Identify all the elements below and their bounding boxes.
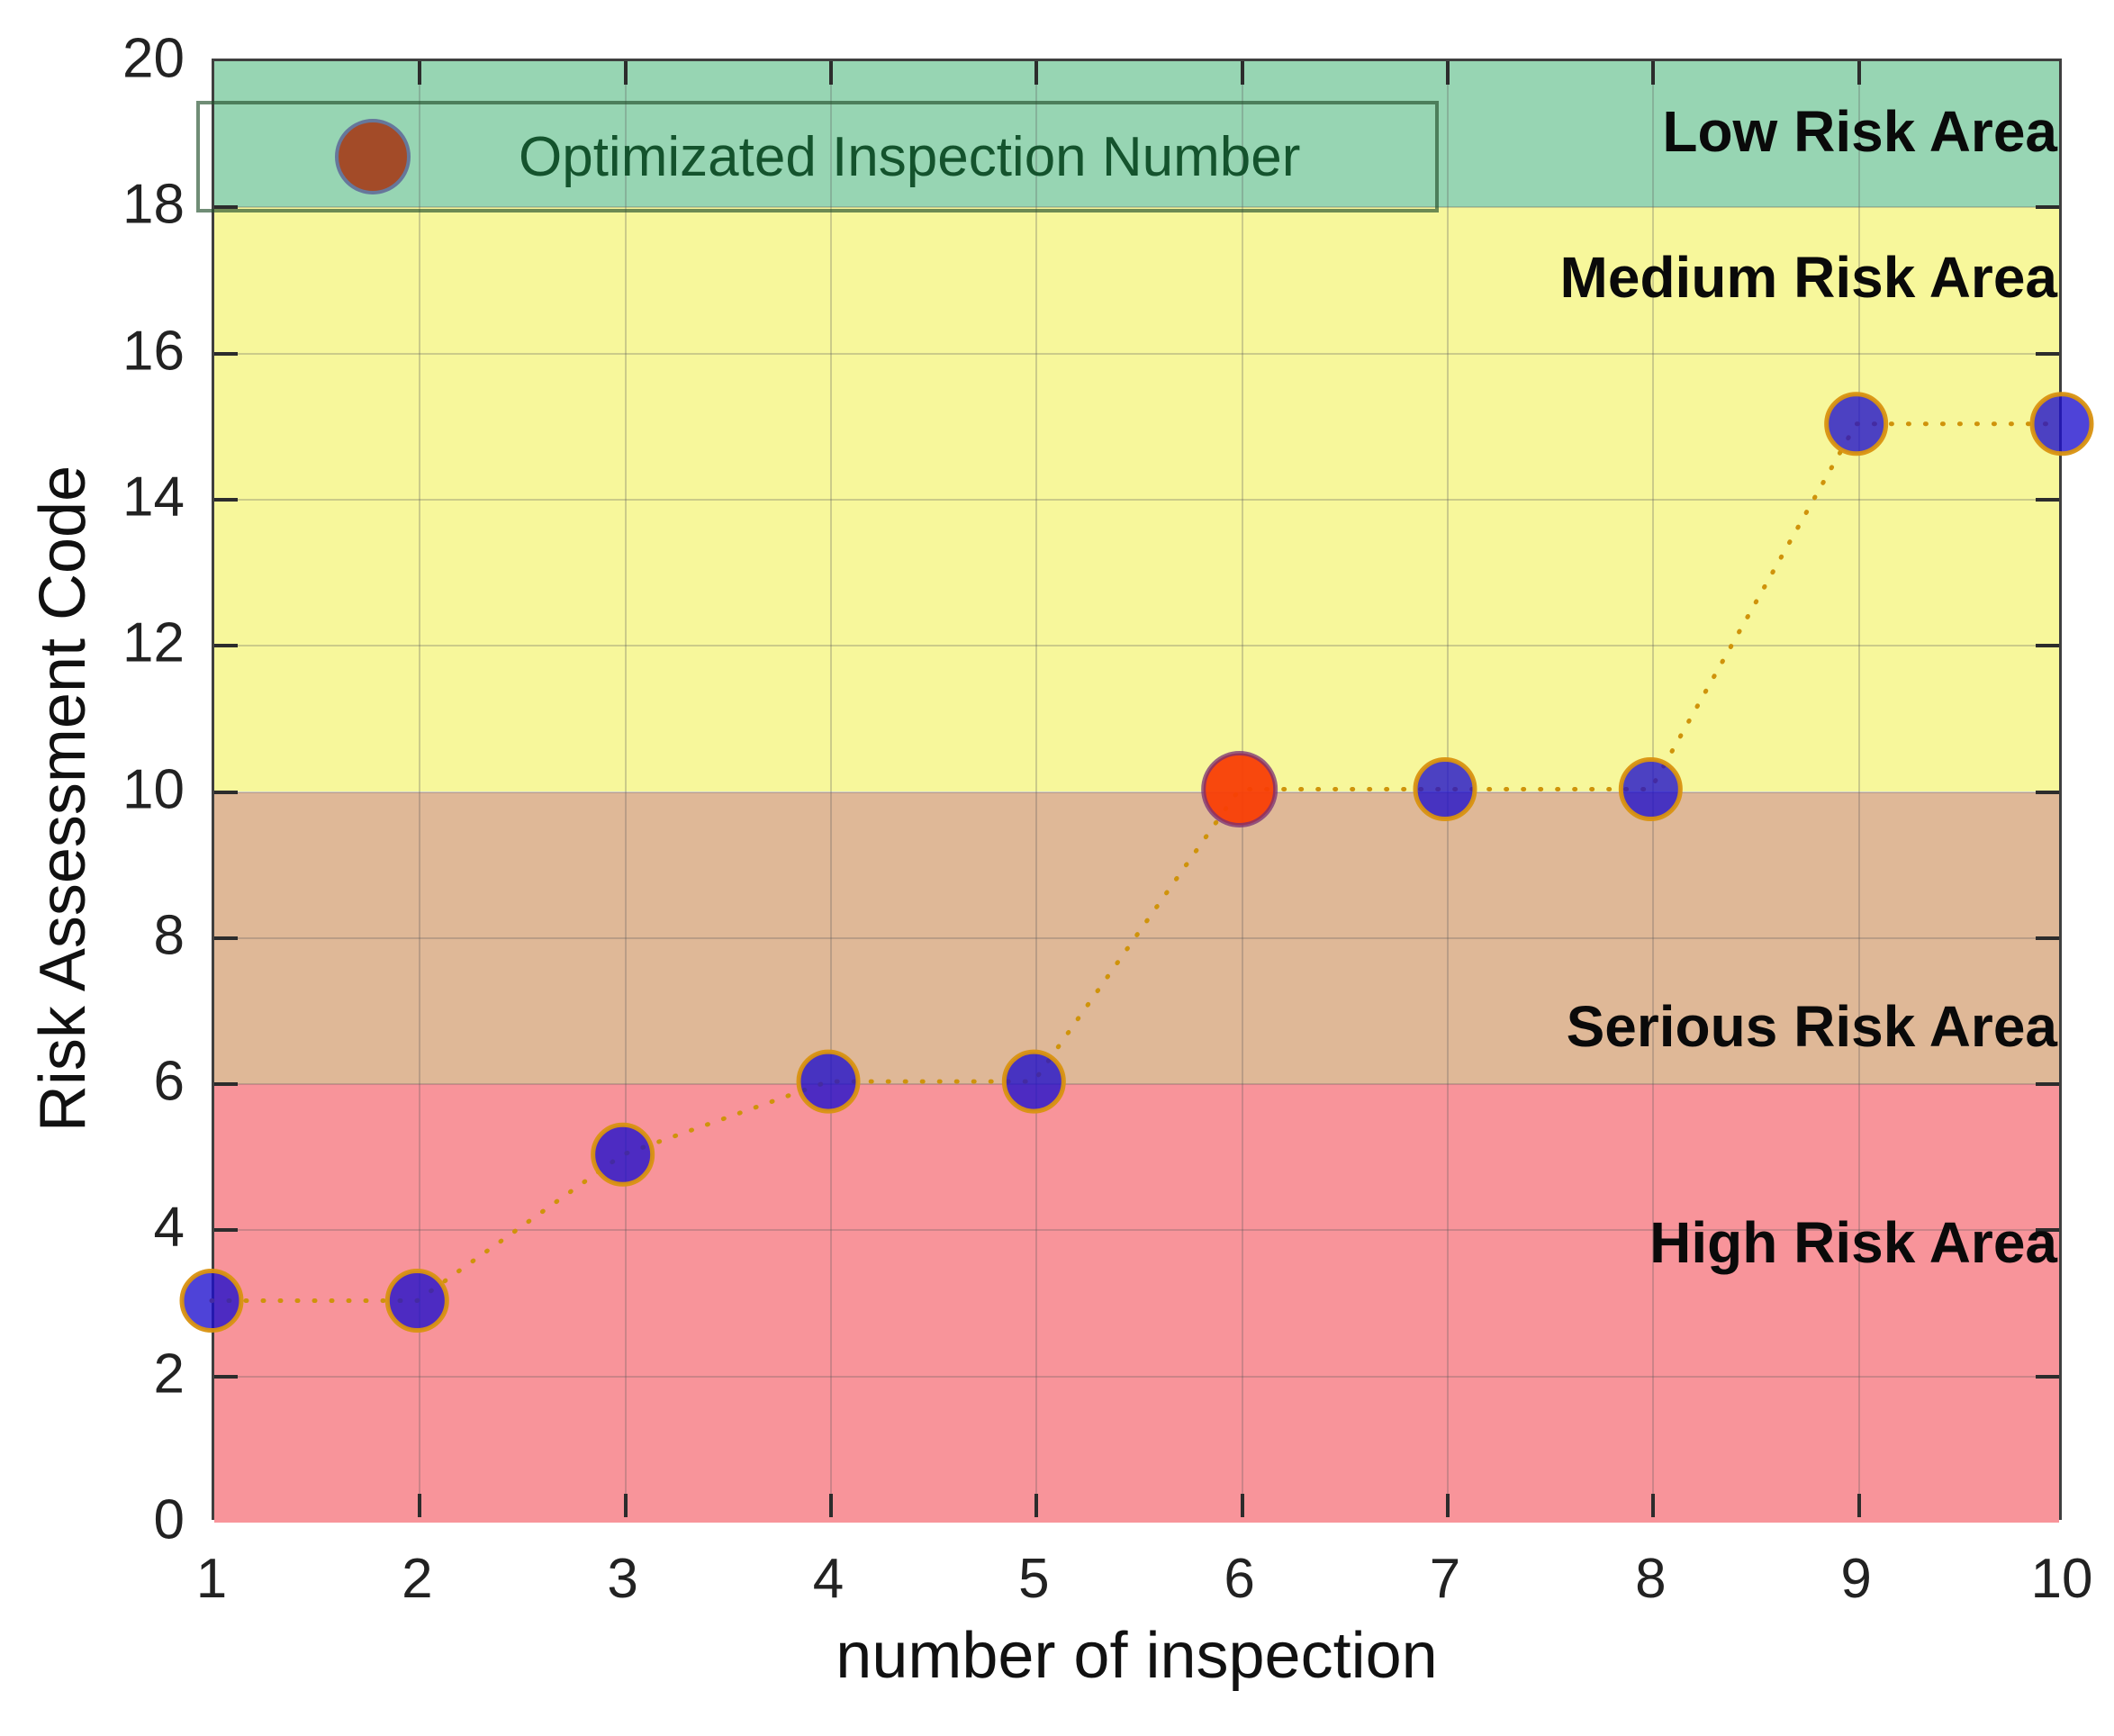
h-gridline xyxy=(214,1229,2059,1232)
x-tick-label-3: 3 xyxy=(607,1548,638,1610)
y-tick-mark xyxy=(2036,644,2059,648)
x-tick-label-2: 2 xyxy=(402,1548,433,1610)
y-tick-mark xyxy=(214,351,238,356)
band-high-risk-area xyxy=(214,1084,2059,1523)
risk-area-label-medium: Medium Risk Area xyxy=(1559,245,2057,311)
x-tick-mark xyxy=(418,1494,422,1517)
y-tick-label-0: 0 xyxy=(153,1488,185,1551)
y-tick-label-8: 8 xyxy=(153,904,185,967)
x-tick-mark xyxy=(1240,1494,1244,1517)
y-tick-mark xyxy=(2036,1374,2059,1379)
x-tick-mark xyxy=(623,1494,628,1517)
y-tick-mark xyxy=(214,1228,238,1233)
h-gridline xyxy=(214,936,2059,939)
y-tick-label-14: 14 xyxy=(122,466,185,529)
legend-label: Optimizated Inspection Number xyxy=(519,125,1301,188)
x-tick-label-4: 4 xyxy=(812,1548,845,1610)
y-tick-mark xyxy=(2036,1082,2059,1087)
x-tick-mark xyxy=(418,61,422,85)
y-tick-label-10: 10 xyxy=(122,758,185,820)
inspection-data-point xyxy=(1413,757,1477,821)
optimized-inspection-point xyxy=(1201,751,1278,827)
x-tick-mark xyxy=(1857,61,1861,85)
h-gridline xyxy=(214,206,2059,209)
x-tick-label-8: 8 xyxy=(1635,1548,1667,1610)
y-tick-label-12: 12 xyxy=(122,611,185,674)
x-tick-mark xyxy=(1651,1494,1656,1517)
x-tick-label-6: 6 xyxy=(1224,1548,1255,1610)
x-tick-mark xyxy=(1240,61,1244,85)
inspection-data-point xyxy=(1001,1049,1066,1114)
plot-area xyxy=(212,59,2062,1523)
v-gridline xyxy=(419,61,421,1517)
risk-area-label-serious: Serious Risk Area xyxy=(1566,994,2057,1060)
x-tick-mark xyxy=(623,61,628,85)
legend: Optimizated Inspection Number xyxy=(196,101,1439,212)
v-gridline xyxy=(1857,61,1860,1517)
inspection-data-point xyxy=(384,1269,449,1334)
y-tick-label-4: 4 xyxy=(153,1196,185,1259)
y-tick-mark xyxy=(2036,351,2059,356)
y-tick-mark xyxy=(214,644,238,648)
inspection-data-point xyxy=(796,1049,861,1114)
y-axis-title: Risk Assessment Code xyxy=(27,465,99,1133)
y-tick-mark xyxy=(2036,936,2059,940)
legend-marker-icon xyxy=(335,119,411,194)
y-tick-label-6: 6 xyxy=(153,1050,185,1113)
h-gridline xyxy=(214,1083,2059,1086)
y-tick-mark xyxy=(2036,790,2059,794)
x-tick-mark xyxy=(1034,1494,1039,1517)
x-tick-label-7: 7 xyxy=(1429,1548,1461,1610)
h-gridline xyxy=(214,352,2059,355)
y-tick-mark xyxy=(214,497,238,502)
x-axis-title: number of inspection xyxy=(836,1620,1438,1692)
inspection-data-point xyxy=(2029,392,2094,457)
x-tick-mark xyxy=(1446,61,1450,85)
h-gridline xyxy=(214,645,2059,647)
y-tick-label-2: 2 xyxy=(153,1343,185,1406)
x-tick-label-9: 9 xyxy=(1840,1548,1872,1610)
x-tick-label-10: 10 xyxy=(2030,1548,2093,1610)
h-gridline xyxy=(214,791,2059,793)
x-tick-mark xyxy=(1857,1494,1861,1517)
inspection-data-point xyxy=(1618,757,1683,821)
inspection-data-point xyxy=(1824,392,1889,457)
band-serious-risk-area xyxy=(214,791,2059,1085)
y-tick-label-20: 20 xyxy=(122,27,185,90)
y-tick-mark xyxy=(214,936,238,940)
band-low-risk-area xyxy=(214,61,2059,208)
y-tick-mark xyxy=(2036,205,2059,210)
v-gridline xyxy=(624,61,627,1517)
x-tick-mark xyxy=(829,1494,833,1517)
h-gridline xyxy=(214,498,2059,501)
y-tick-mark xyxy=(214,790,238,794)
risk-area-label-low: Low Risk Area xyxy=(1662,99,2057,165)
inspection-trend-dotted-line xyxy=(209,421,2064,1304)
y-tick-label-16: 16 xyxy=(122,320,185,383)
v-gridline xyxy=(830,61,832,1517)
band-medium-risk-area xyxy=(214,207,2059,792)
risk-area-label-high: High Risk Area xyxy=(1649,1209,2057,1275)
inspection-data-point xyxy=(179,1269,244,1334)
y-tick-mark xyxy=(214,205,238,210)
x-tick-mark xyxy=(1446,1494,1450,1517)
x-tick-mark xyxy=(1034,61,1039,85)
x-tick-label-1: 1 xyxy=(195,1548,228,1610)
y-tick-mark xyxy=(214,1082,238,1087)
x-tick-mark xyxy=(829,61,833,85)
v-gridline xyxy=(1035,61,1038,1517)
y-tick-label-18: 18 xyxy=(122,173,185,236)
x-tick-mark xyxy=(1651,61,1656,85)
y-tick-mark xyxy=(2036,1228,2059,1233)
y-tick-mark xyxy=(214,1374,238,1379)
x-tick-label-5: 5 xyxy=(1018,1548,1050,1610)
y-tick-mark xyxy=(2036,497,2059,502)
h-gridline xyxy=(214,1375,2059,1378)
inspection-data-point xyxy=(591,1122,655,1187)
